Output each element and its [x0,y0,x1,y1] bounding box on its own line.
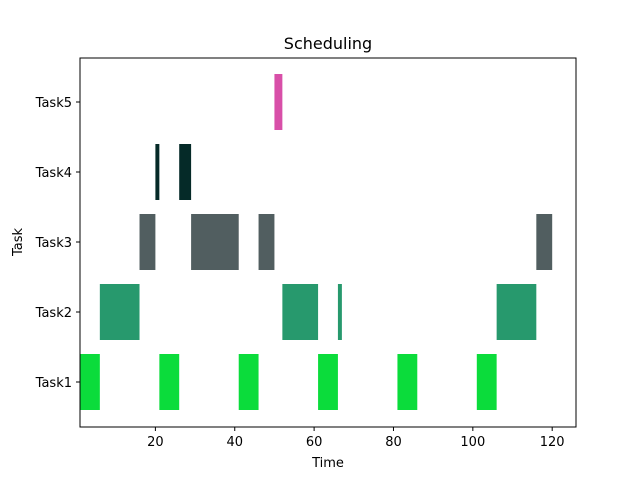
task1-bar-5 [397,354,418,410]
task1-bar-6 [476,354,497,410]
chart-title: Scheduling [284,34,372,53]
task3-bar-2 [191,214,239,270]
x-tick-label: 120 [540,435,565,450]
bars-group [80,74,553,410]
task1-bar-3 [238,354,259,410]
task3-bar-3 [258,214,275,270]
task2-bar-2 [282,284,319,340]
task1-bar-4 [318,354,338,410]
y-axis-label: Task [11,228,26,258]
x-tick-label: 40 [226,435,243,450]
task1-bar-2 [159,354,180,410]
task3-bar-1 [139,214,156,270]
task3-bar-4 [536,214,553,270]
y-tick-label: Task2 [35,306,72,321]
x-tick-label: 60 [306,435,323,450]
y-tick-label: Task4 [35,166,72,181]
y-ticks-group: Task1 Task2 Task3 Task4 Task5 [35,96,80,391]
task2-bar-1 [99,284,140,340]
x-ticks-group: 20 40 60 80 100 120 [147,427,565,450]
x-tick-label: 80 [385,435,402,450]
y-tick-label: Task5 [35,96,72,111]
task5-bar-1 [274,74,283,130]
task4-bar-1 [155,144,160,200]
task2-bar-4 [496,284,537,340]
task1-bar-1 [80,354,100,410]
x-tick-label: 100 [460,435,485,450]
x-tick-label: 20 [147,435,164,450]
task4-bar-2 [179,144,192,200]
plot-frame [79,57,577,428]
task2-bar-3 [337,284,342,340]
y-tick-label: Task1 [35,376,72,391]
y-tick-label: Task3 [35,236,72,251]
x-axis-label: Time [311,456,344,471]
